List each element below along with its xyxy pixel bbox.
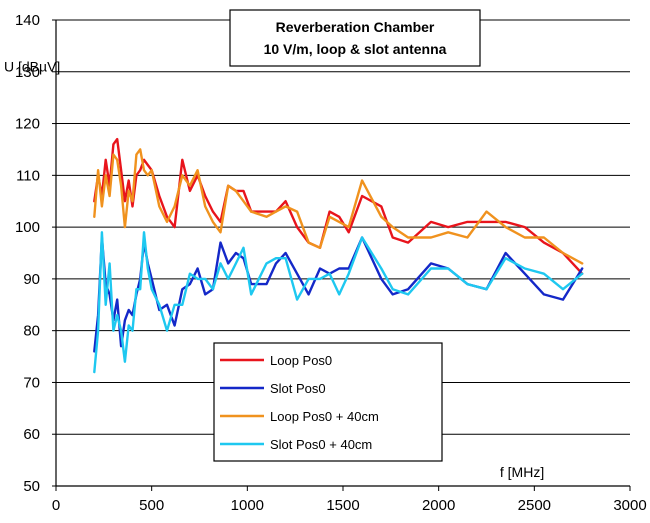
y-axis-label: U [dBµV] [4,59,60,75]
y-tick-label: 130 [15,64,40,81]
y-tick-label: 140 [15,12,40,29]
y-tick-label: 110 [16,167,40,184]
chart-title: Reverberation Chamber [276,19,435,35]
legend: Loop Pos0 Slot Pos0 Loop Pos0 + 40cm Slot P… [213,342,443,462]
x-tick-label: 500 [139,497,164,514]
series-lines [93,137,584,374]
legend-label: Loop Pos0 + 40cm [270,409,379,424]
x-tick-label: 2500 [518,497,551,514]
x-tick-label: 2000 [422,497,455,514]
x-tick-label: 3000 [613,497,646,514]
y-tick-labels: 50 60 70 80 90 100 110 120 130 140 [15,12,40,495]
x-tick-label: 1500 [326,497,359,514]
x-tick-labels: 0 500 1000 1500 2000 2500 3000 [52,497,647,514]
series-line-3 [93,231,584,374]
series-line-1 [93,236,584,353]
y-tick-label: 60 [23,426,40,443]
series-line-0 [93,137,584,275]
axes [52,19,631,491]
chart-subtitle: 10 V/m, loop & slot antenna [264,41,447,57]
y-tick-label: 70 [23,374,40,391]
legend-label: Loop Pos0 [270,353,332,368]
y-tick-label: 90 [23,271,40,288]
y-tick-label: 100 [15,219,40,236]
y-tick-label: 50 [23,478,40,495]
legend-label: Slot Pos0 [270,381,326,396]
title-frame [229,9,481,67]
x-tick-label: 1000 [231,497,264,514]
series-line-2 [93,148,584,265]
y-tick-label: 120 [15,116,40,133]
x-axis-label: f [MHz] [500,464,544,480]
chart-title-box: Reverberation Chamber 10 V/m, loop & slo… [229,9,481,67]
y-tick-label: 80 [23,323,40,340]
x-tick-label: 0 [52,497,60,514]
legend-label: Slot Pos0 + 40cm [270,437,372,452]
legend-frame [213,342,443,462]
